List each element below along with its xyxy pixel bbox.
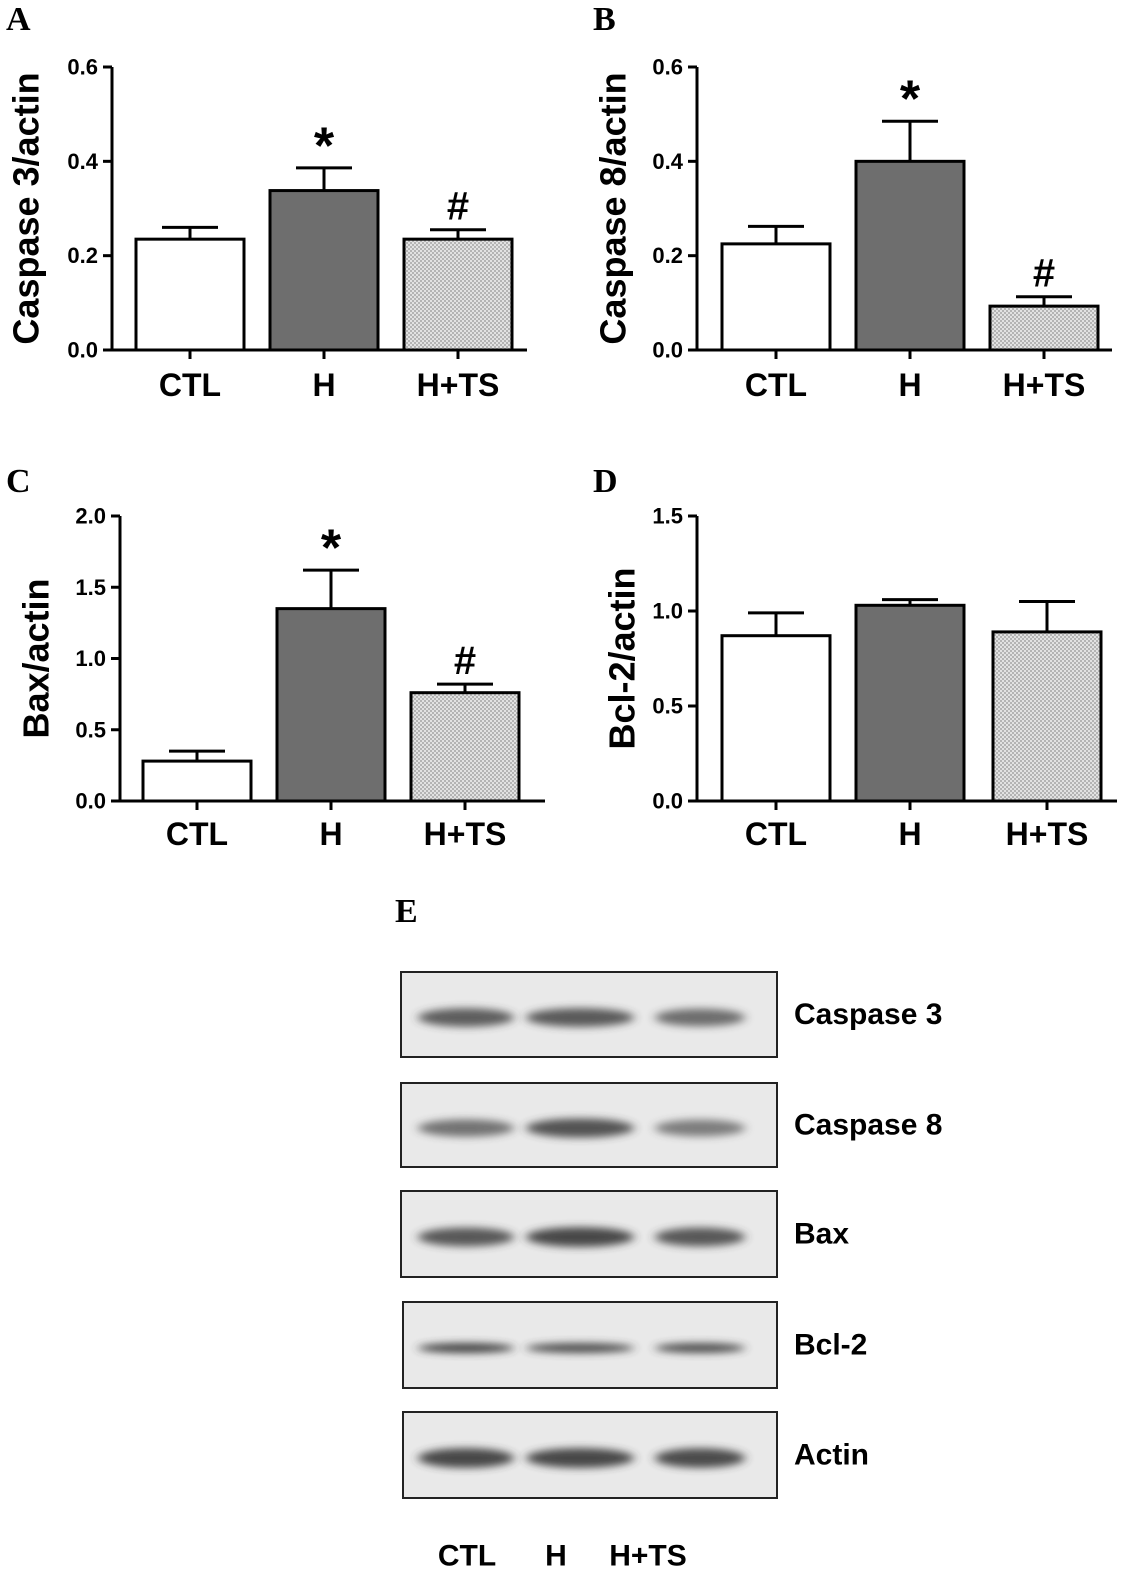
blot-band bbox=[526, 1227, 634, 1247]
panel-letter: B bbox=[593, 1, 616, 38]
y-tick-label: 0.4 bbox=[652, 149, 683, 174]
bar-ctl bbox=[720, 634, 832, 803]
x-category-label: H bbox=[898, 367, 921, 403]
y-tick-label: 1.0 bbox=[652, 599, 683, 624]
blot-row-label: Caspase 8 bbox=[794, 1109, 942, 1142]
bar-h bbox=[268, 189, 380, 352]
blot-band bbox=[655, 1227, 745, 1247]
blot-band bbox=[655, 1343, 745, 1353]
blot-row-caspase-8: Caspase 8 bbox=[400, 1082, 942, 1168]
blot-band bbox=[526, 1118, 634, 1138]
y-tick-label: 0.0 bbox=[67, 338, 98, 363]
blot-band bbox=[418, 1343, 514, 1353]
x-category-label: H+TS bbox=[1006, 816, 1089, 852]
y-axis-title: Bax/actin bbox=[16, 578, 57, 738]
y-tick-label: 0.4 bbox=[67, 149, 98, 174]
y-tick-label: 0.0 bbox=[652, 338, 683, 363]
x-category-label: H bbox=[898, 816, 921, 852]
bar-ctl bbox=[134, 237, 246, 352]
blot-lane-label: H+TS bbox=[609, 1540, 687, 1573]
y-tick-label: 1.5 bbox=[75, 575, 106, 600]
x-category-label: H bbox=[312, 367, 335, 403]
x-category-label: CTL bbox=[159, 367, 221, 403]
blot-band bbox=[655, 1008, 745, 1027]
blot-band bbox=[526, 1448, 634, 1468]
blot-band bbox=[418, 1008, 514, 1027]
blot-band bbox=[418, 1227, 514, 1247]
significance-asterisk: * bbox=[314, 117, 335, 175]
y-tick-label: 0.0 bbox=[75, 789, 106, 814]
panel-letter: A bbox=[6, 1, 31, 38]
bar-hplus-ts bbox=[402, 237, 514, 352]
y-axis-title: Caspase 8/actin bbox=[593, 72, 634, 344]
western-blot: E Caspase 3 Caspase 8 Bax Bcl-2 Actin CTL H H+TS bbox=[395, 893, 942, 1573]
x-category-label: H+TS bbox=[417, 367, 500, 403]
blot-band bbox=[526, 1008, 634, 1027]
y-tick-label: 2.0 bbox=[75, 504, 106, 529]
y-tick-label: 0.5 bbox=[652, 694, 683, 719]
bar-ctl bbox=[720, 242, 832, 352]
panel-letter: E bbox=[395, 893, 418, 930]
bar-hplus-ts bbox=[988, 304, 1100, 352]
significance-asterisk: * bbox=[321, 520, 342, 578]
chart-panel-b: B Caspase 8/actin 0.0 0.2 0.4 0.6 CTL H * H+TS # bbox=[593, 1, 1112, 403]
y-tick-label: 0.6 bbox=[67, 55, 98, 80]
bar-h bbox=[854, 603, 966, 803]
blot-lane-label: H bbox=[545, 1540, 567, 1573]
blot-row-label: Bax bbox=[794, 1218, 849, 1251]
blot-row-caspase-3: Caspase 3 bbox=[400, 971, 942, 1058]
bar-h bbox=[275, 607, 387, 803]
blot-band bbox=[418, 1448, 514, 1468]
significance-asterisk: * bbox=[900, 71, 921, 129]
bar-h bbox=[854, 159, 966, 352]
bar-hplus-ts bbox=[991, 630, 1103, 803]
blot-row-label: Bcl-2 bbox=[794, 1329, 867, 1362]
chart-panel-c: C Bax/actin 0.0 0.5 1.0 1.5 2.0 CTL H * H+TS # bbox=[6, 463, 545, 852]
y-tick-label: 0.2 bbox=[67, 243, 98, 268]
y-axis-title: Caspase 3/actin bbox=[6, 72, 47, 344]
y-tick-label: 0.6 bbox=[652, 55, 683, 80]
y-tick-label: 0.0 bbox=[652, 789, 683, 814]
panel-letter: D bbox=[593, 463, 618, 500]
panel-letter: C bbox=[6, 463, 31, 500]
blot-lane-label: CTL bbox=[438, 1540, 496, 1573]
x-category-label: H bbox=[319, 816, 342, 852]
y-tick-label: 1.0 bbox=[75, 646, 106, 671]
y-tick-label: 0.5 bbox=[75, 717, 106, 742]
blot-band bbox=[418, 1119, 514, 1137]
x-category-label: CTL bbox=[166, 816, 228, 852]
bar-hplus-ts bbox=[409, 691, 521, 803]
chart-panel-a: A Caspase 3/actin 0.0 0.2 0.4 0.6 CTL H * H+TS # bbox=[6, 1, 527, 403]
blot-band bbox=[655, 1448, 745, 1468]
chart-panel-d: D Bcl-2/actin 0.0 0.5 1.0 1.5 CTL H H+TS bbox=[593, 463, 1117, 852]
blot-row-bcl-2: Bcl-2 bbox=[402, 1301, 867, 1389]
significance-hash: # bbox=[1033, 252, 1055, 296]
blot-band bbox=[526, 1343, 634, 1353]
y-tick-label: 1.5 bbox=[652, 504, 683, 529]
significance-hash: # bbox=[447, 185, 469, 229]
bar-ctl bbox=[141, 759, 253, 803]
blot-row-actin: Actin bbox=[402, 1411, 869, 1499]
x-category-label: CTL bbox=[745, 367, 807, 403]
blot-row-label: Caspase 3 bbox=[794, 998, 942, 1031]
significance-hash: # bbox=[454, 639, 476, 683]
blot-band bbox=[655, 1119, 745, 1137]
blot-row-label: Actin bbox=[794, 1439, 869, 1472]
x-category-label: H+TS bbox=[424, 816, 507, 852]
y-tick-label: 0.2 bbox=[652, 243, 683, 268]
x-category-label: CTL bbox=[745, 816, 807, 852]
x-category-label: H+TS bbox=[1003, 367, 1086, 403]
blot-row-bax: Bax bbox=[400, 1190, 849, 1278]
y-axis-title: Bcl-2/actin bbox=[602, 567, 643, 749]
